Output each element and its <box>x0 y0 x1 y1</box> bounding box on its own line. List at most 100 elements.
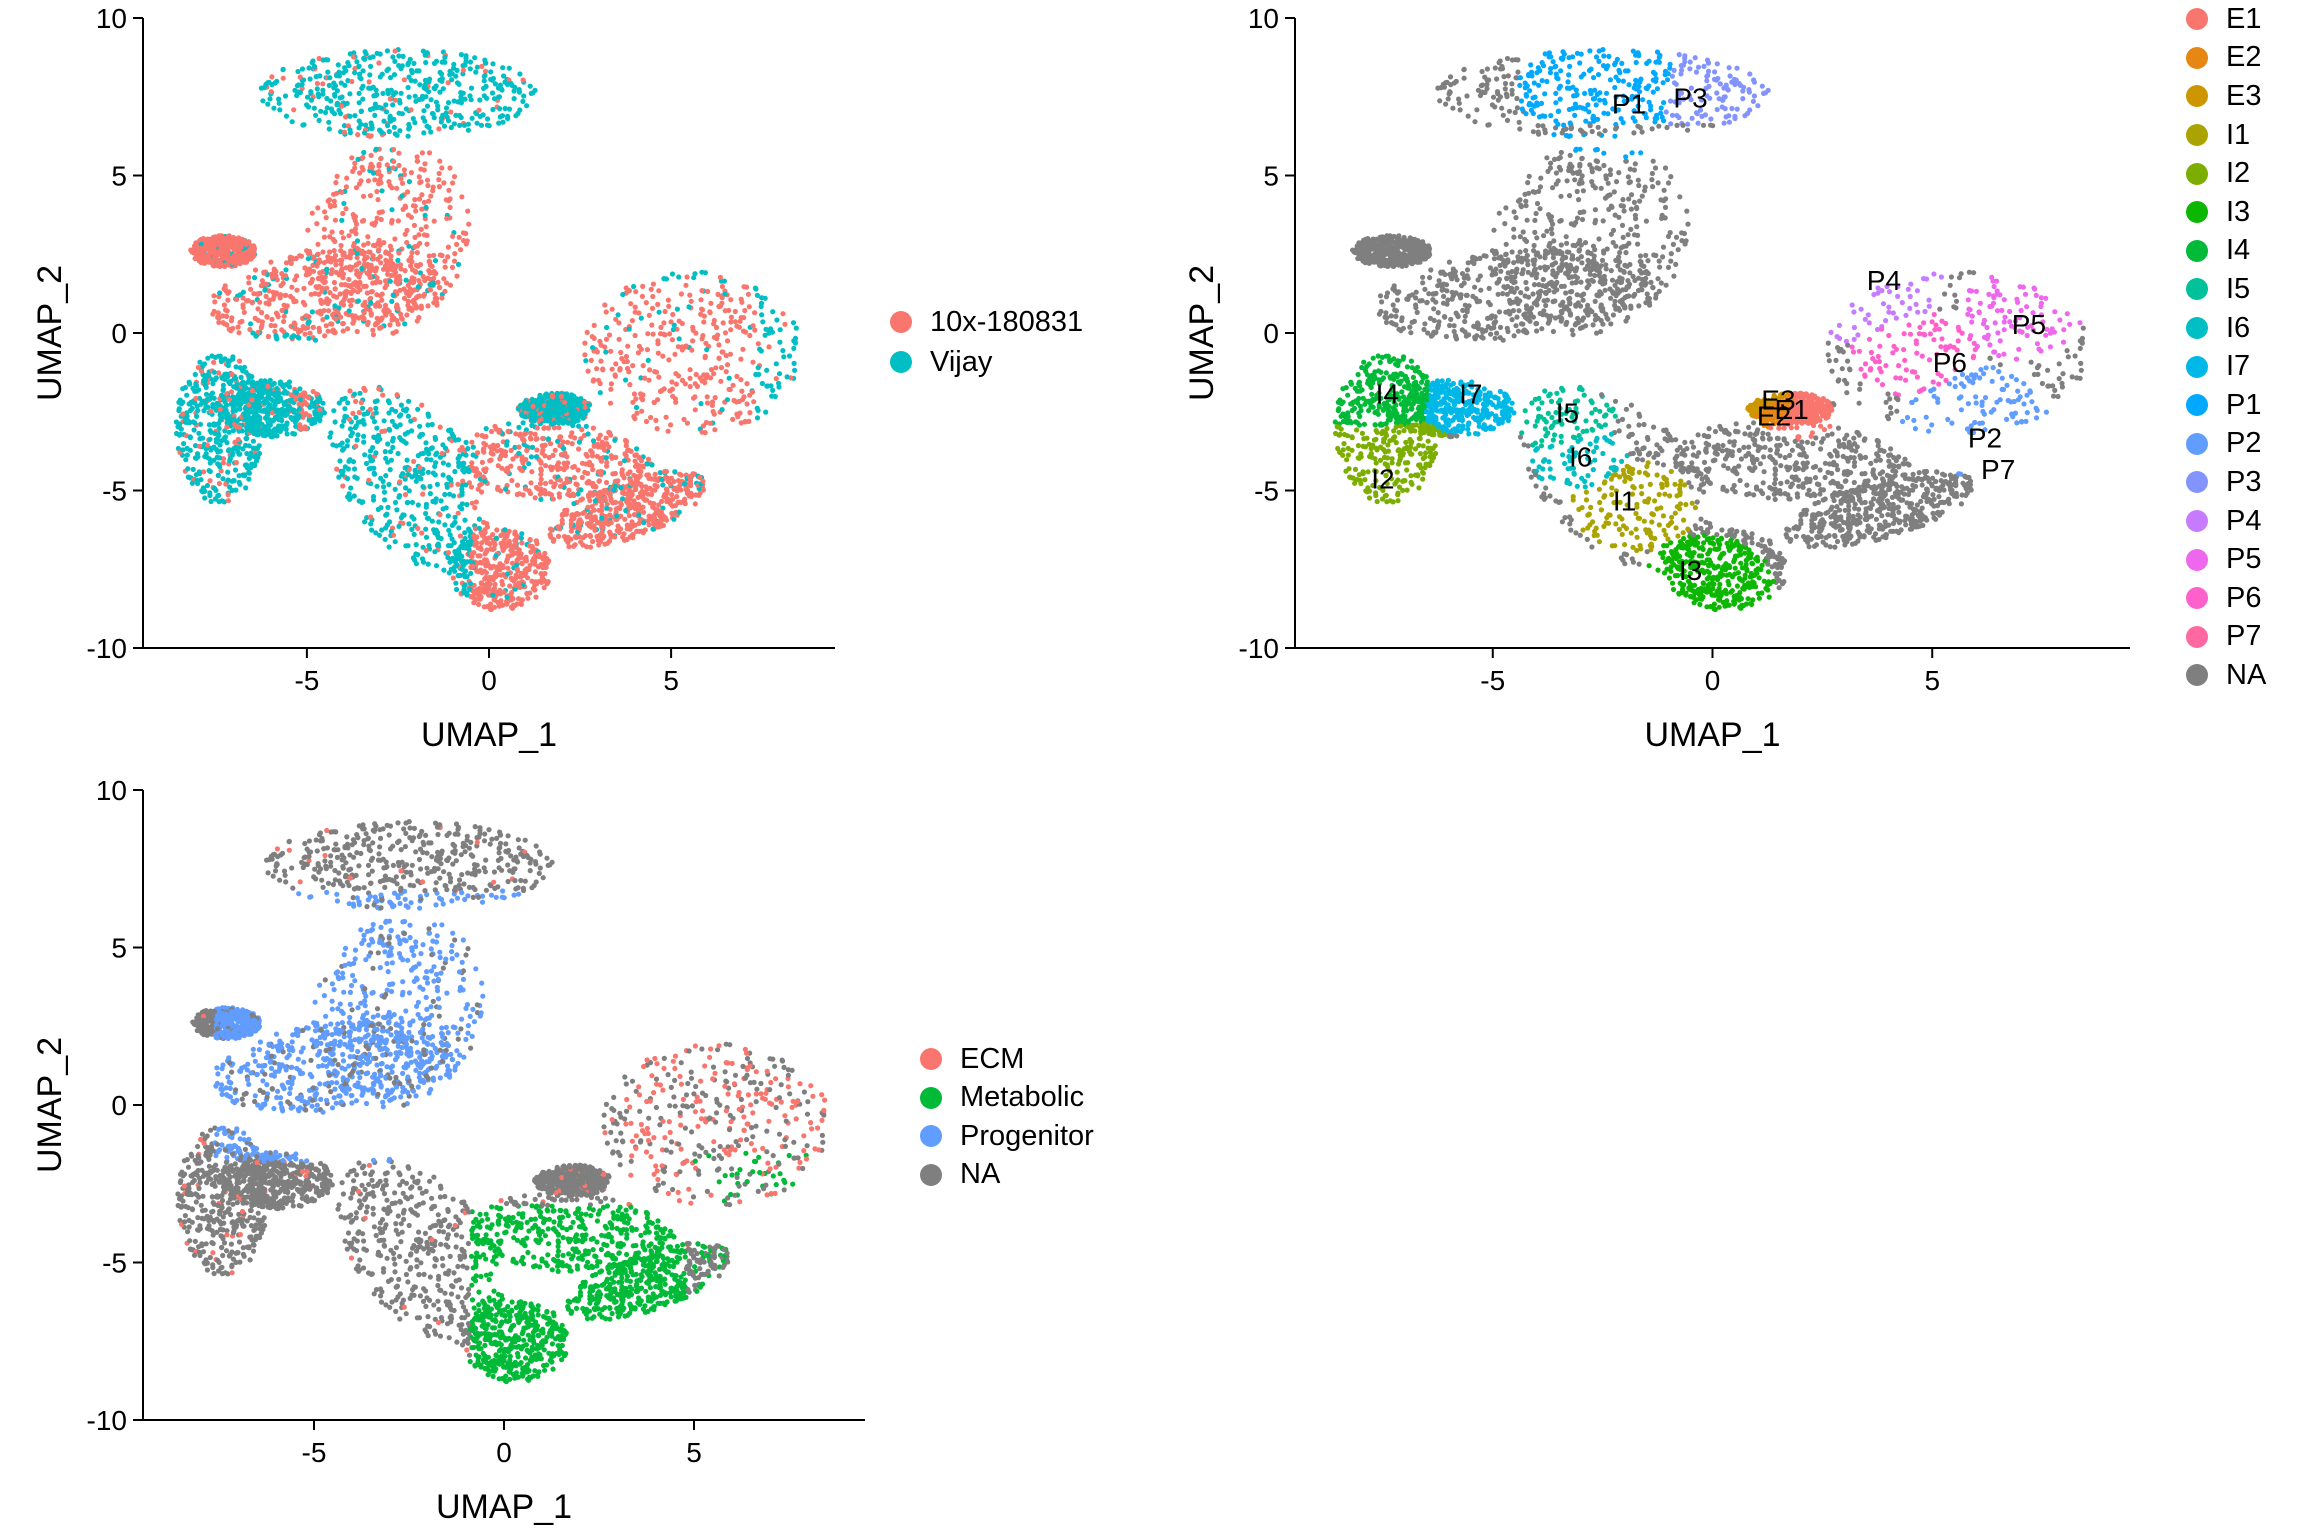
scatter-point <box>592 323 597 328</box>
scatter-point <box>509 478 514 483</box>
scatter-point <box>632 391 637 396</box>
scatter-point <box>392 125 397 130</box>
scatter-point <box>639 396 644 401</box>
scatter-point <box>604 455 609 460</box>
scatter-point <box>613 471 618 476</box>
scatter-point <box>361 150 366 155</box>
scatter-point <box>415 318 420 323</box>
scatter-point <box>383 102 388 107</box>
scatter-point <box>488 69 493 74</box>
scatter-point <box>246 280 251 285</box>
scatter-point <box>408 419 413 424</box>
scatter-point <box>713 395 718 400</box>
scatter-point <box>622 451 627 456</box>
scatter-point <box>399 403 404 408</box>
scatter-point <box>623 508 628 513</box>
scatter-point <box>656 288 661 293</box>
scatter-point <box>314 221 319 226</box>
scatter-point <box>627 327 632 332</box>
scatter-point <box>595 349 600 354</box>
scatter-point <box>419 207 424 212</box>
scatter-point <box>615 523 620 528</box>
scatter-point <box>457 552 462 557</box>
scatter-point <box>283 93 288 98</box>
scatter-point <box>417 180 422 185</box>
scatter-point <box>366 320 371 325</box>
scatter-point <box>355 132 360 137</box>
scatter-point <box>535 425 540 430</box>
scatter-point <box>477 526 482 531</box>
scatter-point <box>655 426 660 431</box>
scatter-point <box>494 527 499 532</box>
scatter-point <box>233 467 238 472</box>
scatter-point <box>412 532 417 537</box>
scatter-point <box>720 284 725 289</box>
scatter-point <box>613 361 618 366</box>
scatter-point <box>633 506 638 511</box>
scatter-point <box>446 513 451 518</box>
scatter-point <box>400 181 405 186</box>
scatter-point <box>403 465 408 470</box>
scatter-point <box>634 529 639 534</box>
scatter-point <box>411 459 416 464</box>
scatter-point <box>316 252 321 257</box>
scatter-point <box>412 197 417 202</box>
scatter-point <box>507 107 512 112</box>
scatter-point <box>424 505 429 510</box>
scatter-point <box>256 428 261 433</box>
scatter-point <box>731 398 736 403</box>
scatter-point <box>516 425 521 430</box>
scatter-point <box>587 462 592 467</box>
scatter-point <box>379 217 384 222</box>
scatter-point <box>202 252 207 257</box>
scatter-point <box>590 467 595 472</box>
scatter-point <box>712 335 717 340</box>
scatter-point <box>236 437 241 442</box>
scatter-point <box>297 406 302 411</box>
scatter-point <box>362 302 367 307</box>
scatter-point <box>267 419 272 424</box>
scatter-point <box>446 245 451 250</box>
scatter-point <box>395 392 400 397</box>
scatter-point <box>288 392 293 397</box>
scatter-point <box>267 96 272 101</box>
scatter-point <box>252 463 257 468</box>
scatter-point <box>640 284 645 289</box>
scatter-point <box>355 329 360 334</box>
scatter-point <box>464 440 469 445</box>
scatter-point <box>520 561 525 566</box>
scatter-point <box>405 543 410 548</box>
scatter-point <box>580 511 585 516</box>
scatter-point <box>285 303 290 308</box>
scatter-point <box>651 522 656 527</box>
scatter-point <box>451 62 456 67</box>
scatter-point <box>370 328 375 333</box>
scatter-point <box>206 373 211 378</box>
scatter-point <box>433 435 438 440</box>
scatter-point <box>466 527 471 532</box>
scatter-point <box>244 462 249 467</box>
scatter-point <box>336 70 341 75</box>
scatter-point <box>435 482 440 487</box>
scatter-point <box>756 341 761 346</box>
scatter-point <box>447 165 452 170</box>
scatter-point <box>530 445 535 450</box>
scatter-point <box>389 185 394 190</box>
scatter-point <box>526 567 531 572</box>
scatter-point <box>395 258 400 263</box>
scatter-point <box>368 64 373 69</box>
scatter-point <box>315 81 320 86</box>
scatter-point <box>710 403 715 408</box>
scatter-point <box>297 402 302 407</box>
scatter-point <box>548 441 553 446</box>
scatter-point <box>551 496 556 501</box>
scatter-point <box>565 460 570 465</box>
scatter-point <box>372 222 377 227</box>
scatter-point <box>505 114 510 119</box>
scatter-point <box>230 326 235 331</box>
scatter-point <box>476 487 481 492</box>
scatter-point <box>457 504 462 509</box>
scatter-point <box>430 422 435 427</box>
scatter-point <box>242 310 247 315</box>
scatter-point <box>503 486 508 491</box>
